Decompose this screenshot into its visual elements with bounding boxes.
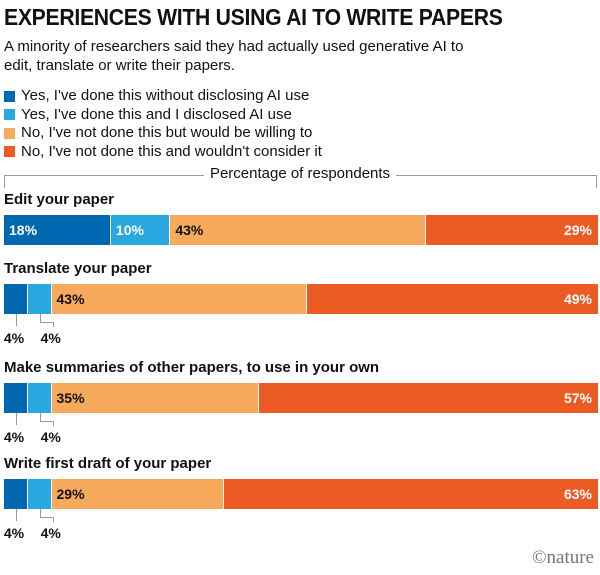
legend-swatch <box>4 90 15 102</box>
legend-label: Yes, I've done this without disclosing A… <box>21 87 310 104</box>
data-label: 4% <box>3 429 25 445</box>
data-label: 4% <box>40 429 61 445</box>
bar-segment <box>4 284 28 314</box>
axis-title: Percentage of respondents <box>0 165 600 182</box>
data-label: 10% <box>115 222 144 238</box>
data-label: 4% <box>40 525 61 541</box>
leader-line <box>39 509 54 518</box>
legend-label: Yes, I've done this and I disclosed AI u… <box>21 105 292 123</box>
leader-line <box>15 509 17 521</box>
bar-segment: 63% <box>223 479 598 509</box>
bar-segment: 43% <box>51 284 307 314</box>
data-label: 18% <box>9 222 38 238</box>
bar-segment <box>4 479 28 509</box>
bar-segment: 57% <box>259 383 598 413</box>
bar-segment <box>27 479 52 509</box>
bar-segment <box>27 284 52 314</box>
category-label: Make summaries of other papers, to use i… <box>4 359 380 376</box>
data-label: 63% <box>563 486 592 502</box>
legend-swatch <box>4 127 15 139</box>
data-label: 4% <box>3 525 25 541</box>
legend-item: No, I've not done this but would be will… <box>4 124 322 143</box>
data-label: 49% <box>563 291 592 307</box>
leader-line <box>52 421 54 426</box>
legend-item: Yes, I've done this and I disclosed AI u… <box>4 106 322 125</box>
data-label: 43% <box>175 222 204 238</box>
legend-item: Yes, I've done this without disclosing A… <box>4 87 322 106</box>
leader-line <box>39 314 54 323</box>
leader-line <box>15 413 17 425</box>
chart-title: EXPERIENCES WITH USING AI TO WRITE PAPER… <box>4 4 503 30</box>
bar-segment: 29% <box>51 479 224 509</box>
category-label: Translate your paper <box>4 260 152 277</box>
data-label: 29% <box>563 222 592 238</box>
data-label: 29% <box>56 486 85 502</box>
legend-swatch <box>4 146 15 158</box>
legend-swatch <box>4 109 15 121</box>
bar-segment: 35% <box>51 383 260 413</box>
data-label: 57% <box>563 390 592 406</box>
legend: Yes, I've done this without disclosing A… <box>4 87 322 161</box>
leader-line <box>52 517 54 522</box>
legend-label: No, I've not done this but would be will… <box>21 124 313 141</box>
bar-segment: 29% <box>425 215 598 245</box>
bar-segment: 43% <box>170 215 426 245</box>
bar-segment: 10% <box>110 215 171 245</box>
leader-line <box>52 322 54 327</box>
data-label: 4% <box>3 330 25 346</box>
bar-segment <box>4 383 28 413</box>
axis-title-text: Percentage of respondents <box>203 165 397 182</box>
nature-logo: ©nature <box>532 547 594 568</box>
chart-subtitle: A minority of researchers said they had … <box>4 38 464 74</box>
leader-line <box>39 413 54 422</box>
category-label: Write first draft of your paper <box>4 455 212 472</box>
data-label: 4% <box>40 330 61 346</box>
legend-item: No, I've not done this and wouldn't cons… <box>4 143 322 162</box>
data-label: 35% <box>56 390 85 406</box>
legend-label: No, I've not done this and wouldn't cons… <box>21 142 322 160</box>
leader-line <box>15 314 17 326</box>
bar-segment: 18% <box>4 215 111 245</box>
bar-segment: 49% <box>306 284 598 314</box>
category-label: Edit your paper <box>4 191 115 208</box>
bar-segment <box>27 383 52 413</box>
data-label: 43% <box>56 291 85 307</box>
